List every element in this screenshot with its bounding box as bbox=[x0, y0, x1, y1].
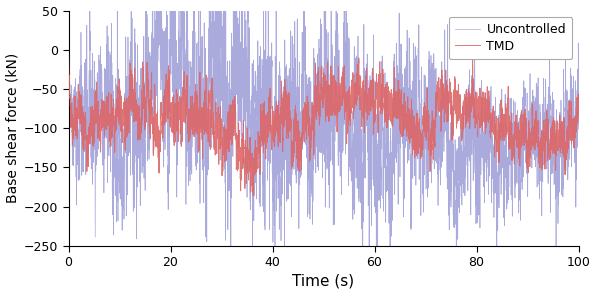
Line: TMD: TMD bbox=[69, 50, 579, 196]
TMD bbox=[575, 113, 582, 117]
Uncontrolled bbox=[397, 67, 404, 70]
Line: Uncontrolled: Uncontrolled bbox=[69, 0, 579, 271]
Uncontrolled bbox=[575, 122, 582, 126]
TMD bbox=[397, 114, 404, 118]
TMD bbox=[446, 101, 453, 105]
TMD bbox=[250, 194, 257, 198]
Uncontrolled bbox=[157, 28, 164, 31]
Uncontrolled bbox=[371, 205, 378, 208]
Y-axis label: Base shear force (kN): Base shear force (kN) bbox=[5, 53, 20, 203]
TMD bbox=[260, 151, 267, 155]
Uncontrolled bbox=[485, 96, 492, 100]
Uncontrolled bbox=[446, 228, 453, 232]
Uncontrolled bbox=[260, 29, 267, 33]
TMD bbox=[485, 98, 492, 101]
Uncontrolled bbox=[359, 270, 367, 273]
TMD bbox=[157, 101, 164, 104]
TMD bbox=[65, 48, 72, 51]
Uncontrolled bbox=[65, 48, 72, 51]
X-axis label: Time (s): Time (s) bbox=[293, 273, 355, 288]
Legend: Uncontrolled, TMD: Uncontrolled, TMD bbox=[449, 17, 572, 59]
TMD bbox=[371, 103, 378, 107]
